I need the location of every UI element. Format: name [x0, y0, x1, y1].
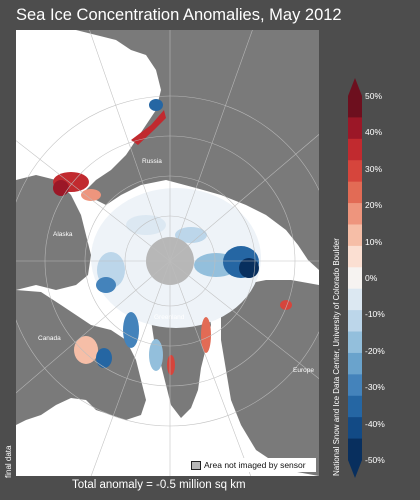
colorbar-cell [348, 203, 362, 225]
colorbar-max-arrow [348, 78, 362, 96]
credit-label: National Snow and Ice Data Center, Unive… [332, 238, 341, 476]
colorbar-tick-label: 20% [365, 200, 383, 211]
place-label-alaska: Alaska [53, 231, 73, 238]
graticule [16, 30, 319, 476]
total-anomaly-label: Total anomaly = -0.5 million sq km [72, 479, 246, 491]
place-label-russia: Russia [142, 158, 162, 165]
colorbar-cell [348, 331, 362, 354]
colorbar-cell [348, 224, 362, 247]
colorbar-tick-label: 50% [365, 91, 383, 101]
colorbar-tick-label: 10% [365, 236, 383, 247]
colorbar-cell [348, 160, 362, 183]
colorbar-cell [348, 267, 362, 290]
colorbar-tick-label: 0% [365, 273, 378, 283]
colorbar-tick-label: 40% [365, 127, 383, 138]
map-title: Sea Ice Concentration Anomalies, May 201… [16, 6, 342, 24]
arctic-map: Russia Alaska Greenland Canada Europe Ar… [16, 30, 319, 476]
land-europe [221, 280, 319, 476]
not-imaged-swatch [191, 461, 201, 470]
colorbar-cell [348, 395, 362, 418]
colorbar-cell [348, 352, 362, 375]
colorbar-cell [348, 374, 362, 397]
colorbar-cell [348, 438, 362, 461]
colorbar-min-arrow [348, 460, 362, 478]
colorbar-tick-label: -50% [365, 455, 385, 465]
final-data-label: final data [4, 445, 13, 478]
colorbar-cell [348, 117, 362, 140]
colorbar-tick-label: -40% [365, 418, 385, 429]
colorbar-tick-label: 30% [365, 163, 383, 174]
place-label-greenland: Greenland [154, 314, 185, 321]
place-label-canada: Canada [38, 335, 61, 342]
colorbar-tick-label: -10% [365, 309, 385, 320]
land-eurasia [16, 30, 319, 270]
colorbar-cell [348, 310, 362, 332]
colorbar-tick-label: -30% [365, 382, 385, 393]
colorbar [348, 78, 362, 478]
colorbar-cell [348, 288, 362, 311]
arctic-map-canvas: Russia Alaska Greenland Canada Europe [16, 30, 319, 476]
colorbar-tick-label: -20% [365, 345, 385, 356]
colorbar-cell [348, 181, 362, 204]
colorbar-cell [348, 96, 362, 118]
colorbar-cell [348, 138, 362, 161]
not-imaged-legend: Area not imaged by sensor [188, 458, 316, 472]
colorbar-cell [348, 417, 362, 439]
not-imaged-label: Area not imaged by sensor [204, 460, 306, 470]
place-label-europe: Europe [293, 367, 314, 374]
colorbar-cell [348, 245, 362, 268]
